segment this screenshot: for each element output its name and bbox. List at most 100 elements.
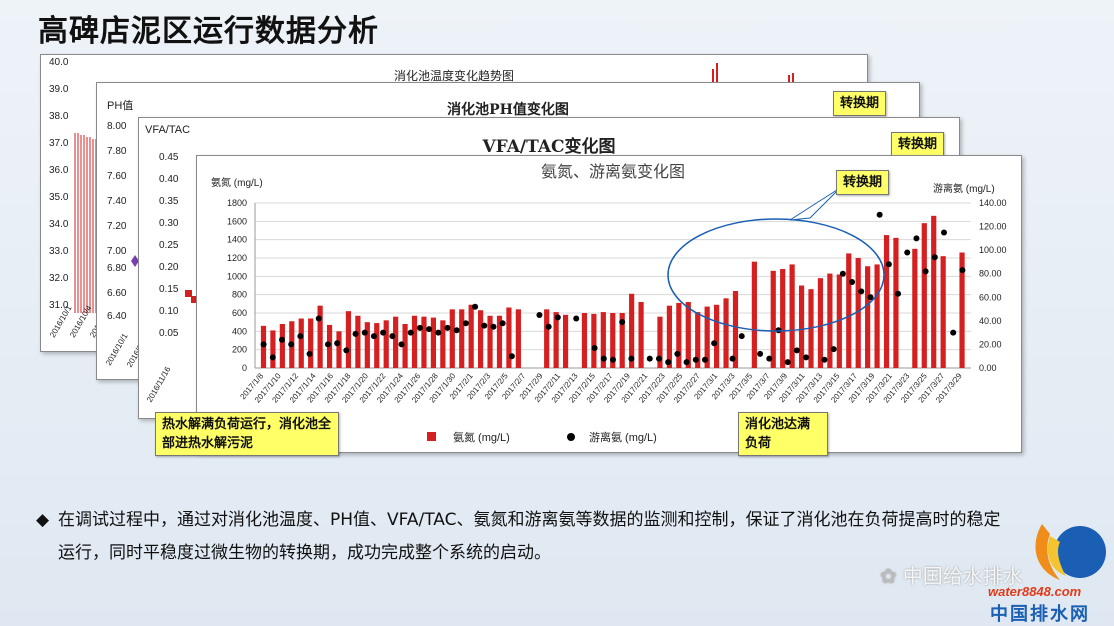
free-ammonia-point (370, 333, 377, 340)
free-ammonia-point (545, 323, 552, 330)
free-ammonia-point (655, 355, 662, 362)
left-tick-label: 1400 (227, 235, 247, 245)
logo-name-text: 中国排水网 (990, 604, 1090, 624)
ammonia-bar (496, 315, 503, 368)
free-ammonia-point (803, 354, 810, 361)
ph-transition-callout: 转换期 (833, 91, 887, 116)
ammonia-bar (770, 270, 776, 368)
right-tick-label: 140.00 (979, 198, 1007, 208)
free-ammonia-point (573, 315, 580, 322)
free-ammonia-point (793, 347, 800, 354)
free-ammonia-point (729, 355, 736, 362)
ammonia-bar (449, 309, 455, 368)
ammonia-bar (676, 302, 682, 368)
chart-title: 氨氮、游离氨变化图 (541, 162, 685, 181)
vfa-tac-transition-callout: 转换期 (891, 132, 945, 157)
right-axis-label: 游离氨 (mg/L) (933, 182, 995, 195)
free-ammonia-point (472, 303, 479, 310)
legend-free-ammonia-swatch (567, 433, 575, 441)
ammonia-bar (855, 258, 861, 368)
vfa-tac-markers (185, 290, 198, 303)
free-ammonia-point (591, 344, 598, 351)
ammonia-bar (345, 311, 352, 368)
left-tick-label: 1600 (227, 216, 247, 226)
left-axis-label: 氨氮 (mg/L) (211, 176, 263, 189)
free-ammonia-point (941, 229, 948, 236)
free-ammonia-point (481, 322, 488, 329)
ammonia-bar (374, 323, 380, 368)
ammonia-bar (931, 215, 937, 368)
ammonia-bar (440, 320, 446, 368)
ammonia-bar (478, 310, 484, 368)
free-ammonia-point (683, 359, 690, 366)
free-ammonia-point (380, 329, 387, 336)
left-tick-label: 400 (232, 326, 247, 336)
ammonia-bar (591, 313, 597, 368)
free-ammonia-point (784, 359, 791, 366)
ammonia-bar (430, 317, 436, 368)
free-ammonia-point (435, 329, 442, 336)
ammonia-bar (364, 322, 370, 368)
free-ammonia-point (297, 333, 304, 340)
ammonia-bar (723, 298, 729, 368)
ph-axis-label: PH值 (107, 100, 134, 112)
vfa-tac-axis-label: VFA/TAC (145, 124, 191, 136)
ammonia-bar (789, 264, 795, 368)
left-tick-label: 1800 (227, 198, 247, 208)
ph-markers (131, 255, 139, 267)
free-ammonia-point (426, 326, 433, 333)
ammonia-bar (270, 330, 276, 368)
ammonia-bar (940, 256, 946, 368)
free-ammonia-point (895, 290, 902, 297)
summary-text: 在调试过程中，通过对消化池温度、PH值、VFA/TAC、氨氮和游离氨等数据的监测… (58, 510, 1001, 563)
free-ammonia-point (343, 347, 350, 354)
free-ammonia-point (407, 329, 414, 336)
watermark-text: 中国给水排水 (902, 566, 1023, 588)
ammonia-bar (298, 318, 304, 368)
right-tick-label: 80.00 (979, 269, 1002, 279)
free-ammonia-point (876, 211, 883, 218)
ammonia-bar (808, 289, 814, 368)
ammonia-bar (846, 253, 852, 368)
ammonia-chart-card: 氨氮、游离氨变化图 氨氮 (mg/L) 游离氨 (mg/L) 0 200 400 600 80… (196, 155, 1022, 453)
free-ammonia-point (646, 355, 653, 362)
free-ammonia-point (931, 254, 938, 261)
ammonia-bar (544, 309, 550, 368)
free-ammonia-point (462, 320, 469, 327)
free-ammonia-point (885, 261, 892, 268)
free-ammonia-point (361, 329, 368, 336)
ammonia-bar (638, 302, 644, 368)
ammonia-bar (893, 237, 899, 368)
ammonia-bar (336, 331, 342, 368)
ammonia-bar (355, 315, 361, 368)
ammonia-bar (798, 285, 805, 368)
temperature-chart-title: 消化池温度变化趋势图 (393, 69, 514, 83)
free-ammonia-point (444, 324, 451, 331)
ammonia-bar (308, 318, 314, 368)
free-ammonia-point (959, 267, 966, 274)
free-ammonia-point (288, 341, 295, 348)
right-tick-label: 60.00 (979, 292, 1002, 302)
ammonia-bar (685, 302, 691, 368)
ammonia-bar (912, 248, 918, 368)
free-ammonia-point (278, 336, 285, 343)
watermark: ✿ 中国给水排水 (880, 560, 1023, 589)
ammonia-bar (704, 306, 710, 368)
slide-title: 高碑店泥区运行数据分析 (38, 14, 379, 49)
free-ammonia-point (324, 341, 331, 348)
free-ammonia-point (830, 346, 837, 353)
free-ammonia-point (775, 327, 782, 334)
free-ammonia-point (849, 278, 856, 285)
free-ammonia-point (610, 356, 616, 363)
free-ammonia-point (839, 270, 846, 277)
free-ammonia-point (913, 235, 920, 242)
summary-paragraph: ◆ 在调试过程中，通过对消化池温度、PH值、VFA/TAC、氨氮和游离氨等数据的… (36, 504, 1006, 570)
left-tick-label: 1000 (227, 271, 247, 281)
ammonia-bar (780, 269, 786, 368)
free-ammonia-point (389, 333, 396, 340)
ammonia-bar (317, 305, 323, 368)
free-ammonia-point (306, 350, 313, 357)
free-ammonia-point (757, 350, 764, 357)
free-ammonia-point (821, 356, 828, 363)
legend-ammonia-label: 氨氮 (mg/L) (453, 430, 510, 444)
